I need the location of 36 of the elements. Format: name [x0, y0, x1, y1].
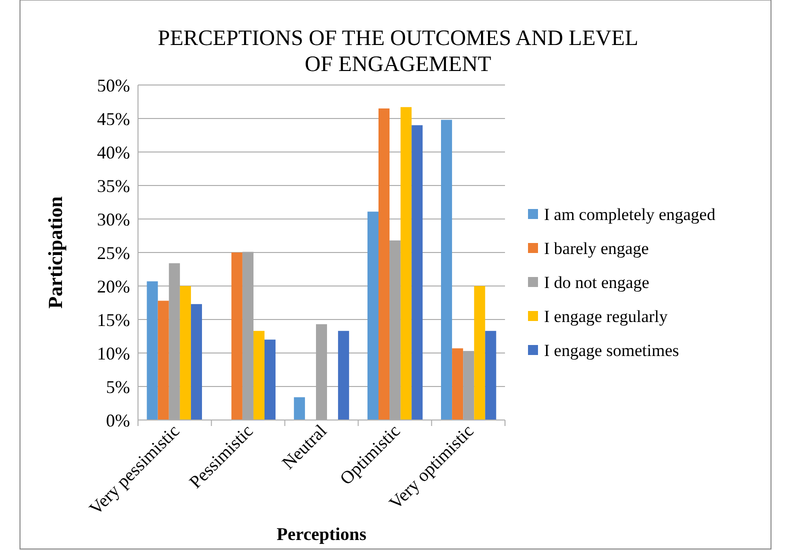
y-axis-title: Participation [45, 196, 67, 309]
y-tick-label: 45% [97, 108, 130, 129]
bar [452, 348, 464, 420]
bar [474, 286, 486, 420]
chart-title: PERCEPTIONS OF THE OUTCOMES AND LEVEL OF ENGAGEMENT [158, 25, 638, 76]
y-tick-label: 15% [97, 310, 130, 330]
x-axis-title: Perceptions [276, 524, 366, 544]
y-tick-label: 50% [97, 75, 130, 96]
bar [146, 281, 158, 420]
bar [231, 252, 242, 420]
bar [253, 330, 264, 420]
bar [412, 125, 423, 420]
bar [378, 108, 390, 420]
y-tick-label: 35% [97, 176, 130, 196]
y-tick-label: 5% [106, 376, 130, 397]
bar [338, 330, 350, 420]
legend-label: I engage regularly [544, 306, 668, 326]
y-tick-label: 30% [97, 209, 130, 230]
bar [441, 120, 452, 420]
bar [294, 397, 305, 420]
bar [190, 304, 202, 420]
y-tick-label: 25% [97, 242, 130, 263]
y-tick-label: 40% [97, 142, 130, 162]
bar [400, 107, 412, 420]
bar [485, 330, 496, 420]
y-tick-label: 10% [97, 343, 130, 364]
legend-label: I barely engage [544, 238, 649, 258]
y-tick-label: 0% [106, 410, 130, 430]
bar [158, 300, 169, 420]
legend-label: I engage sometimes [544, 340, 680, 360]
legend-label: I do not engage [544, 272, 650, 292]
bar [264, 340, 276, 420]
y-tick-label: 20% [97, 276, 130, 296]
bar [367, 212, 378, 420]
bar [180, 286, 191, 420]
legend-label: I am completely engaged [544, 204, 716, 224]
